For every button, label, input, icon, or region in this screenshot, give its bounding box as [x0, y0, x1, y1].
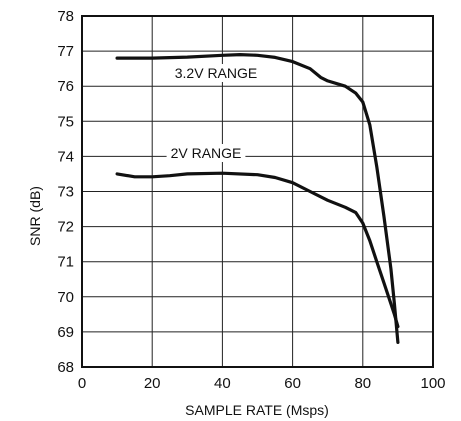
- series-label-2v-range: 2V RANGE: [171, 145, 242, 161]
- y-tick-label: 78: [57, 8, 74, 25]
- series-label-background: [170, 64, 262, 82]
- plot-frame: [81, 15, 434, 368]
- y-tick-label: 73: [57, 184, 74, 201]
- x-tick-label: 40: [214, 375, 231, 392]
- x-tick-label: 20: [144, 375, 161, 392]
- y-tick-label: 77: [57, 43, 74, 60]
- series-layer: [115, 52, 400, 344]
- y-tick-label: 76: [57, 78, 74, 95]
- y-tick-label: 75: [57, 113, 74, 130]
- series-line-2v-range: [115, 171, 400, 329]
- y-tick-label: 68: [57, 359, 74, 376]
- y-tick-label: 69: [57, 324, 74, 341]
- y-tick-label: 74: [57, 148, 74, 165]
- x-tick-label: 0: [78, 375, 86, 392]
- y-tick-label: 70: [57, 289, 74, 306]
- x-tick-label: 100: [420, 375, 445, 392]
- annotation-layer: 3.2V RANGE 2V RANGE: [166, 64, 262, 162]
- x-axis-title: SAMPLE RATE (Msps): [185, 402, 329, 418]
- series-line-3-2v-range: [115, 52, 400, 344]
- series-label-background: [166, 144, 246, 162]
- y-tick-label: 71: [57, 254, 74, 271]
- plot-frame-layer: [81, 15, 434, 368]
- series-label-3-2v-range: 3.2V RANGE: [175, 65, 257, 81]
- y-tick-label: 72: [57, 219, 74, 236]
- x-tick-label: 80: [354, 375, 371, 392]
- y-axis-title: SNR (dB): [27, 186, 43, 246]
- x-tick-label: 60: [284, 375, 301, 392]
- tick-label-layer: 68 69 70 71 72 73 74 75 76 77 78 0 20 40 60 80 100: [57, 8, 445, 392]
